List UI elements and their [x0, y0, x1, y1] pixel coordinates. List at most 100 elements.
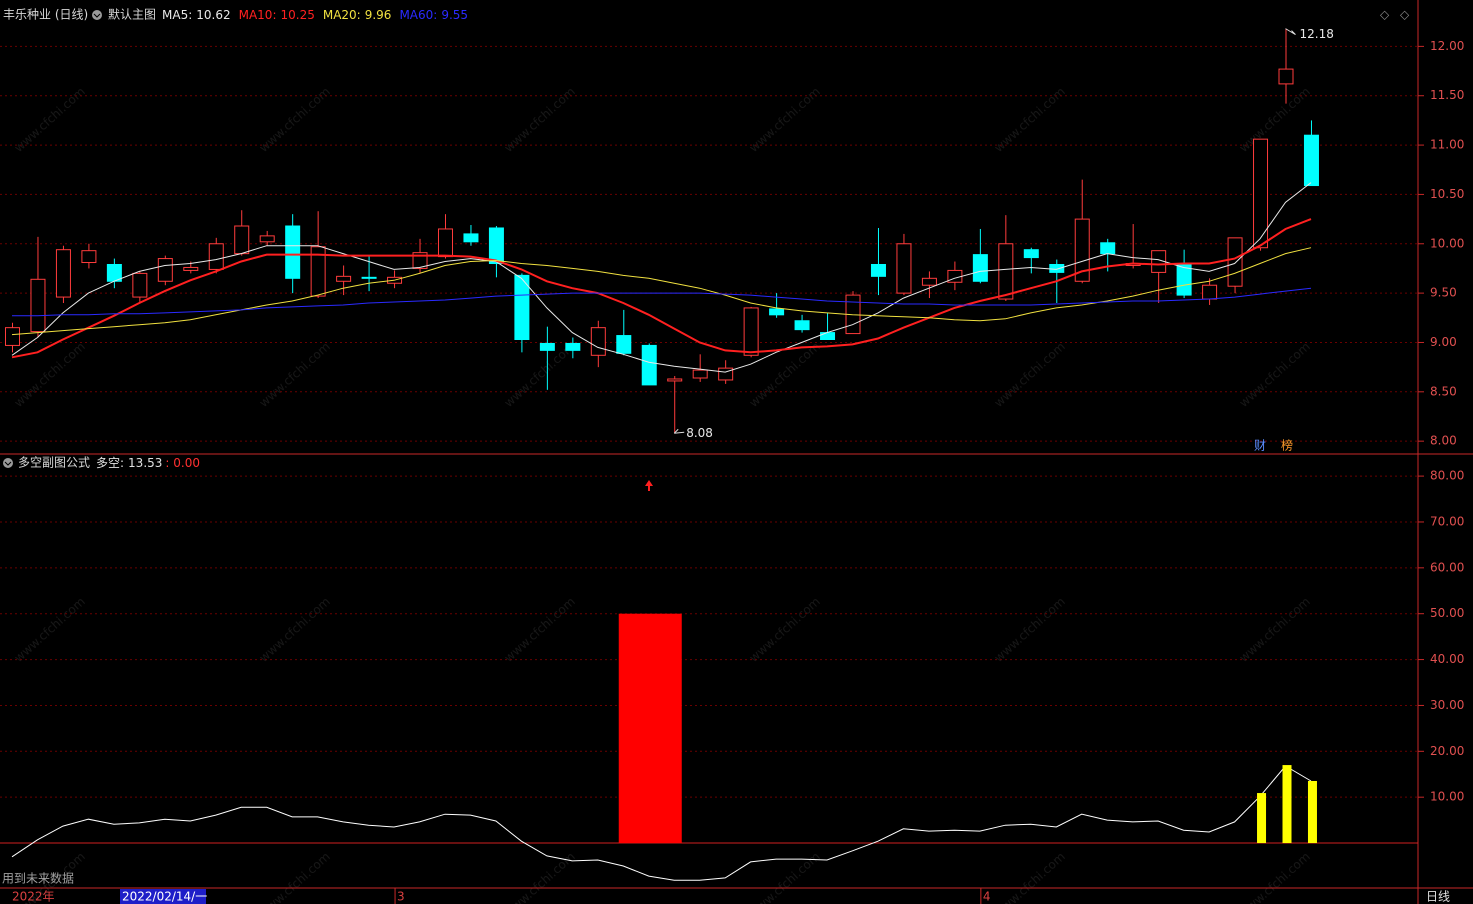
candle-body — [1074, 218, 1090, 282]
legend-text: MA5: 10.62 MA10: 10.25 MA20: 9.96 MA60: 9.55 — [162, 8, 468, 22]
candle-body — [972, 254, 988, 282]
indicator-title[interactable]: 多空副图公式 — [18, 456, 90, 470]
y-tick-label: 10.00 — [1430, 236, 1464, 250]
y-tick-label: 9.00 — [1430, 335, 1457, 349]
y-tick-label: 8.50 — [1430, 384, 1457, 398]
candle-body — [667, 378, 683, 382]
y-tick-label: 70.00 — [1430, 514, 1464, 528]
legend-name: MA10: — [239, 8, 277, 22]
indicator-bar — [1257, 793, 1267, 844]
legend-name: MA60: — [399, 8, 437, 22]
marks: 12.18 8.08 财 榜 2022年 3 4 — [5, 27, 1334, 904]
y-tick-label: 50.00 — [1430, 606, 1464, 620]
candle-body — [1202, 284, 1218, 300]
candle-body — [769, 308, 785, 316]
signal-arrow — [645, 480, 653, 491]
candle-body — [157, 258, 173, 282]
legend-text: 多空: 13.53: 0.00 — [96, 456, 200, 470]
y-tick-label: 10.50 — [1430, 187, 1464, 201]
line-series — [12, 287, 1312, 317]
candle-body — [463, 233, 479, 243]
y-tick-label: 11.00 — [1430, 138, 1464, 152]
legend-value: 13.53 — [128, 456, 162, 470]
y-tick-label: 12.00 — [1430, 39, 1464, 53]
indicator-bar — [1307, 780, 1317, 844]
candle-body — [81, 250, 97, 264]
footer-note: 用到未来数据 — [2, 871, 74, 886]
candle-body — [514, 274, 530, 341]
badge[interactable]: 榜 — [1281, 438, 1293, 453]
legend-extra: : 0.00 — [165, 456, 200, 470]
legend-name: MA20: — [323, 8, 361, 22]
candle-body — [336, 275, 352, 282]
line-series — [11, 765, 1312, 881]
y-tick-label: 8.00 — [1430, 434, 1457, 448]
crosshair-box — [120, 889, 206, 904]
indicator-bar — [618, 613, 682, 844]
candle-body — [718, 367, 734, 381]
indicator-bar — [1282, 765, 1292, 844]
candle-body — [183, 266, 199, 271]
candle-body — [1227, 237, 1243, 287]
candle-body — [896, 243, 912, 294]
candle-body — [5, 327, 20, 346]
legend-name: MA5: — [162, 8, 192, 22]
candle-body — [921, 277, 937, 286]
legend-value: 10.25 — [280, 8, 314, 22]
x-tick-label: 3 — [397, 890, 405, 904]
candle-body — [1100, 242, 1116, 255]
x-tick-label: 2022年 — [12, 890, 55, 904]
candle-body — [437, 228, 453, 258]
candle-body — [1253, 138, 1269, 249]
candle-body — [1023, 249, 1039, 259]
candle-body — [1303, 134, 1319, 187]
candle-body — [310, 246, 326, 297]
period-label[interactable]: 日线 — [1426, 890, 1450, 904]
candle-body — [259, 235, 275, 243]
template-name[interactable]: 默认主图 — [108, 7, 156, 22]
y-tick-label: 40.00 — [1430, 652, 1464, 666]
badge[interactable]: 财 — [1254, 439, 1266, 453]
y-tick-label: 30.00 — [1430, 698, 1464, 712]
candle-body — [1049, 263, 1065, 273]
line-series — [11, 218, 1312, 359]
crosshair-label: 2022/02/14/一 — [122, 890, 207, 904]
candle-body — [616, 335, 632, 354]
candle-body — [1176, 263, 1192, 296]
indicator-legend: 多空: 13.53: 0.00 — [96, 456, 200, 470]
menu-icon[interactable] — [92, 10, 102, 20]
candle-body — [743, 307, 759, 356]
candle-body — [412, 252, 428, 269]
candle-body — [692, 369, 708, 379]
candle-body — [132, 272, 148, 298]
candle-body — [55, 249, 71, 298]
y-tick-label: 80.00 — [1430, 469, 1464, 483]
candle-body — [234, 225, 250, 255]
ma-legend: MA5: 10.62 MA10: 10.25 MA20: 9.96 MA60: 9.55 — [162, 8, 468, 22]
candle-body — [488, 227, 504, 265]
legend-value: 9.96 — [365, 8, 392, 22]
candle-body — [285, 225, 301, 279]
candle-body — [1278, 68, 1294, 85]
x-tick-label: 4 — [983, 890, 991, 904]
candle-body — [870, 263, 886, 277]
menu-icon-arrow — [4, 461, 12, 466]
legend-name: 多空: — [96, 456, 124, 470]
candle-body — [794, 320, 810, 331]
legend-value: 9.55 — [441, 8, 468, 22]
low-pointer — [673, 428, 685, 434]
y-tick-label: 10.00 — [1430, 790, 1464, 804]
menu-icon[interactable] — [3, 458, 13, 468]
high-label: 12.18 — [1300, 27, 1334, 41]
candle-body — [590, 327, 606, 356]
high-pointer — [1285, 28, 1296, 36]
y-tick-label: 9.50 — [1430, 286, 1457, 300]
candle-body — [361, 276, 377, 279]
expand-icon[interactable]: ◇ — [1380, 8, 1390, 22]
legend-value: 10.62 — [196, 8, 230, 22]
low-label: 8.08 — [686, 426, 713, 440]
expand-icon[interactable]: ◇ — [1400, 8, 1410, 22]
